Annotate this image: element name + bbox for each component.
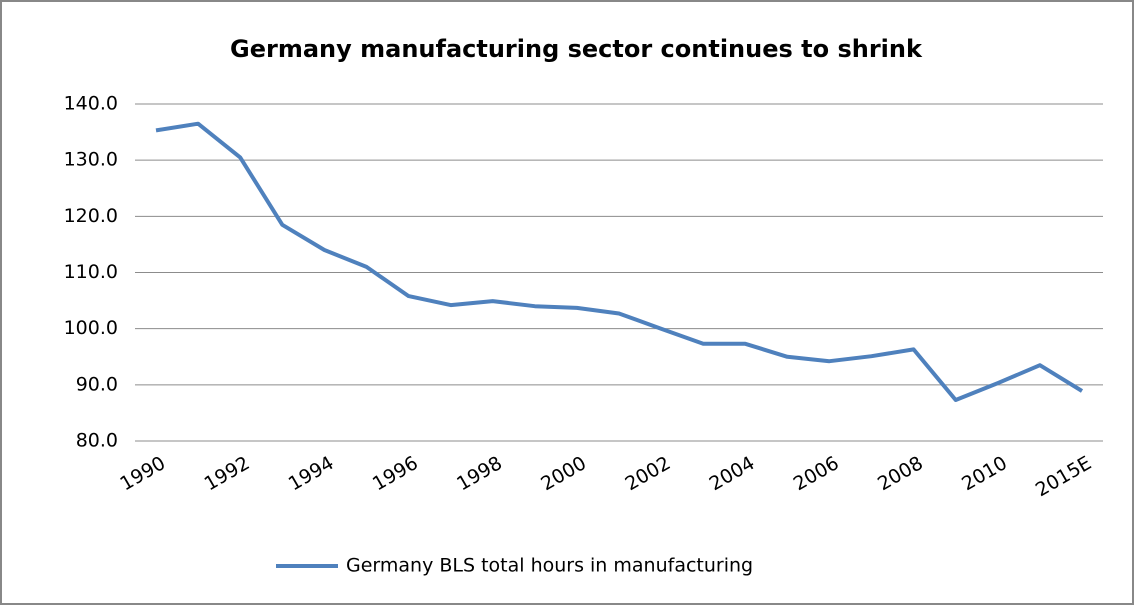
y-tick-label: 110.0 xyxy=(64,261,118,283)
y-tick-label: 80.0 xyxy=(76,430,118,452)
chart-title: Germany manufacturing sector continues t… xyxy=(230,35,923,63)
legend-label: Germany BLS total hours in manufacturing xyxy=(346,555,753,577)
y-tick-label: 100.0 xyxy=(64,317,118,339)
y-tick-label: 90.0 xyxy=(76,373,118,395)
y-tick-label: 130.0 xyxy=(64,149,118,171)
y-tick-label: 120.0 xyxy=(64,205,118,227)
data-line xyxy=(155,121,1084,402)
y-tick-label: 140.0 xyxy=(64,93,118,115)
